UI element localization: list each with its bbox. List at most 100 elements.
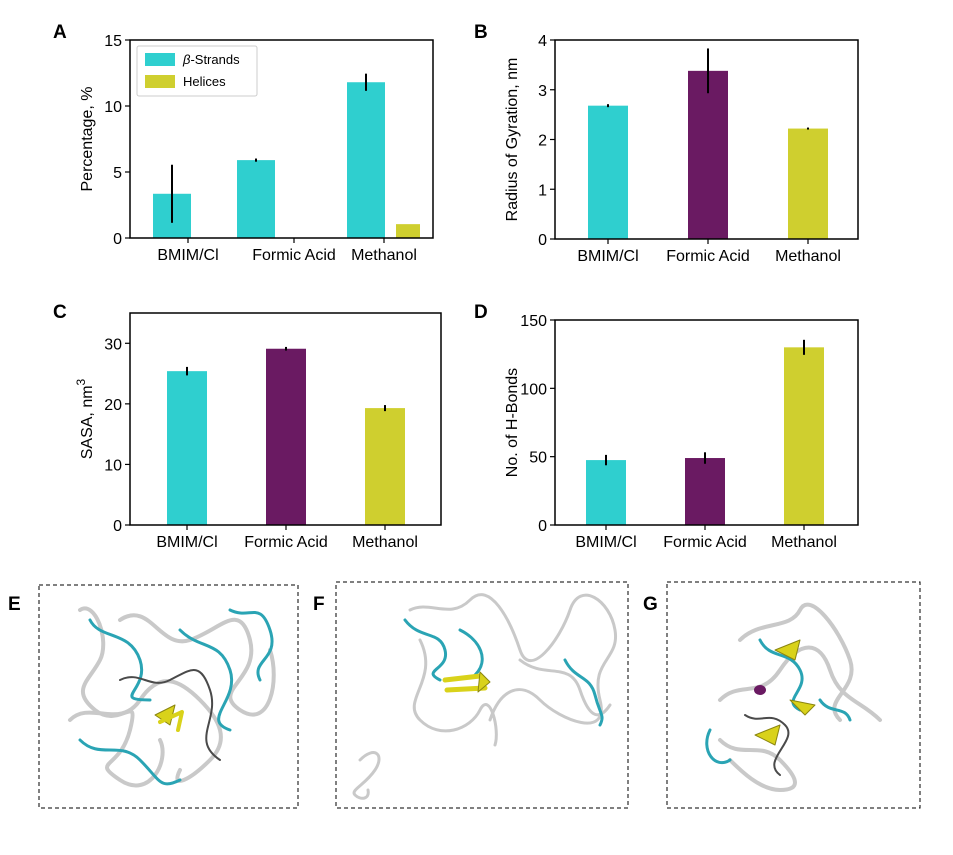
legend-swatch-strands bbox=[145, 53, 175, 66]
ribbon-turn bbox=[458, 628, 484, 677]
ribbon-coil bbox=[68, 679, 223, 783]
panel-letter-e: E bbox=[8, 594, 21, 615]
panel-letter-a: A bbox=[53, 22, 67, 43]
legend-swatch-helices bbox=[145, 75, 175, 88]
ribbon-coil bbox=[78, 606, 165, 788]
y-tick-label: 20 bbox=[104, 397, 122, 414]
structure-frame-e bbox=[38, 584, 299, 809]
x-tick-label: Formic Acid bbox=[663, 534, 747, 551]
y-tick-label: 0 bbox=[538, 518, 547, 535]
ribbon-coil bbox=[352, 751, 381, 800]
ribbon-turn bbox=[705, 728, 732, 765]
beta-strand-arrow bbox=[754, 724, 781, 746]
ribbon-turn bbox=[88, 618, 152, 702]
ribbon-turn bbox=[563, 658, 604, 727]
bar-0 bbox=[588, 105, 628, 239]
legend-beta-symbol: β bbox=[182, 52, 191, 67]
y-tick-label: 100 bbox=[520, 381, 547, 398]
x-tick-label: BMIM/Cl bbox=[577, 248, 638, 265]
ribbon-turn bbox=[228, 608, 274, 682]
protein-structure-formic-acid bbox=[335, 581, 629, 809]
x-tick-label: Methanol bbox=[771, 534, 837, 551]
beta-strand-ribbon bbox=[158, 710, 184, 732]
y-tick-label: 3 bbox=[538, 83, 547, 100]
y-tick-label: 30 bbox=[104, 336, 122, 353]
ribbon-coil bbox=[738, 602, 854, 722]
y-tick-label: 0 bbox=[113, 231, 122, 248]
bar-2 bbox=[365, 408, 405, 525]
chart-a-secondary-structure: 0 5 10 15 BMIM/Cl Formic Acid Methanol Percenta… bbox=[79, 33, 434, 264]
y-tick-label: 5 bbox=[113, 165, 122, 182]
ribbon-coil bbox=[718, 645, 882, 722]
y-tick-label: 0 bbox=[113, 518, 122, 535]
beta-strand-arrow bbox=[789, 699, 816, 716]
y-tick-label: 15 bbox=[104, 33, 122, 50]
plot-frame bbox=[554, 319, 859, 526]
y-tick-label: 50 bbox=[529, 450, 547, 467]
x-tick-label: BMIM/Cl bbox=[575, 534, 636, 551]
bar-2 bbox=[784, 347, 824, 525]
x-tick-label: Methanol bbox=[351, 247, 417, 264]
ribbon-coil-dark bbox=[119, 669, 221, 761]
legend-entry-strands: β-Strands bbox=[182, 52, 240, 67]
alpha-helix-marker bbox=[754, 685, 766, 695]
y-tick-label: 2 bbox=[538, 133, 547, 150]
x-tick-label: Formic Acid bbox=[244, 534, 328, 551]
ribbon-turn bbox=[78, 738, 182, 786]
x-tick-label: BMIM/Cl bbox=[157, 247, 218, 264]
chart-d-h-bonds: 0 50 100 150 BMIM/Cl Formic Acid Methanol No. o… bbox=[504, 313, 859, 551]
y-tick-label: 10 bbox=[104, 457, 122, 474]
y-axis-label: No. of H-Bonds bbox=[504, 368, 521, 477]
y-axis-label: Radius of Gyration, nm bbox=[504, 58, 521, 222]
chart-b-radius-of-gyration: 0 1 2 3 4 BMIM/Cl Formic Acid Methanol Radius of… bbox=[504, 33, 859, 265]
bar-strands-1 bbox=[237, 160, 275, 238]
ribbon-coil bbox=[412, 638, 498, 747]
y-tick-label: 10 bbox=[104, 99, 122, 116]
y-axis-label: SASA, nm3 bbox=[74, 378, 96, 459]
ribbon-turn bbox=[178, 628, 234, 732]
protein-structure-methanol bbox=[666, 581, 921, 809]
panel-letter-g: G bbox=[643, 594, 658, 615]
bar-1 bbox=[688, 70, 728, 239]
x-tick-label: Formic Acid bbox=[252, 247, 336, 264]
ribbon-coil bbox=[408, 593, 618, 725]
y-tick-label: 4 bbox=[538, 33, 547, 50]
bar-0 bbox=[167, 371, 207, 525]
ribbon-coil-dark bbox=[744, 714, 790, 776]
panel-letter-c: C bbox=[53, 302, 67, 323]
legend-entry-helices: Helices bbox=[183, 74, 226, 89]
x-tick-label: Methanol bbox=[352, 534, 418, 551]
panel-letter-f: F bbox=[313, 594, 325, 615]
y-tick-label: 150 bbox=[520, 313, 547, 330]
x-tick-label: Formic Acid bbox=[666, 248, 750, 265]
ribbon-turn bbox=[403, 618, 447, 682]
ribbon-turn bbox=[818, 698, 852, 722]
plot-frame bbox=[129, 39, 434, 239]
beta-strand-arrow bbox=[477, 671, 491, 693]
x-tick-label: BMIM/Cl bbox=[156, 534, 217, 551]
y-axis-label: Percentage, % bbox=[79, 87, 96, 192]
bar-1 bbox=[266, 348, 306, 525]
y-axis-label-superscript: 3 bbox=[74, 378, 88, 385]
protein-structure-bmim bbox=[38, 584, 299, 809]
ribbon-coil bbox=[518, 658, 612, 717]
beta-strand-arrow bbox=[774, 639, 801, 661]
ribbon-coil bbox=[718, 738, 797, 792]
bar-helices-2 bbox=[396, 224, 420, 238]
chart-c-sasa: 0 10 20 30 BMIM/Cl Formic Acid Methanol SASA, n… bbox=[74, 312, 442, 551]
panel-letter-b: B bbox=[474, 22, 488, 43]
bar-2 bbox=[788, 128, 828, 239]
bar-strands-2 bbox=[347, 82, 385, 239]
y-tick-label: 0 bbox=[538, 232, 547, 249]
ribbon-coil bbox=[118, 613, 276, 717]
legend-strands-label: -Strands bbox=[190, 52, 240, 67]
legend-a: β-Strands Helices bbox=[136, 45, 258, 97]
bar-1 bbox=[685, 458, 725, 525]
y-tick-label: 1 bbox=[538, 182, 547, 199]
x-tick-label: Methanol bbox=[775, 248, 841, 265]
structure-frame-f bbox=[335, 581, 629, 809]
bar-0 bbox=[586, 460, 626, 525]
structure-frame-g bbox=[666, 581, 921, 809]
panel-letter-d: D bbox=[474, 302, 488, 323]
